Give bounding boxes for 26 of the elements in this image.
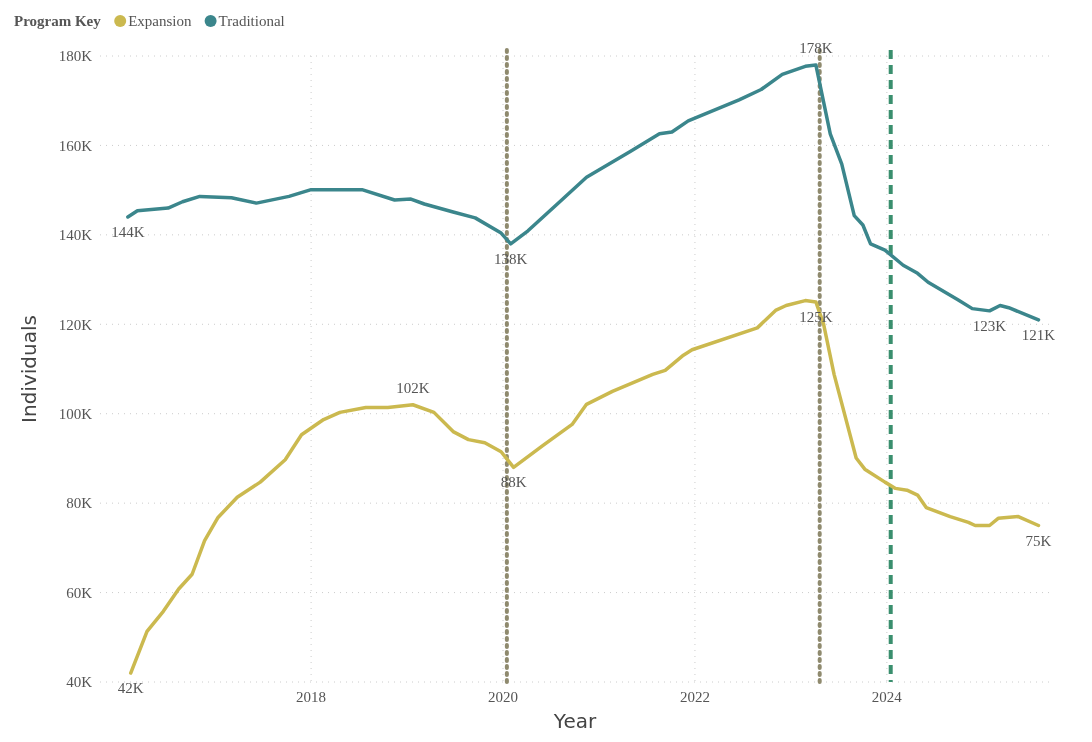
legend-label: Expansion [128,13,193,29]
data-label: 42K [117,680,144,697]
x-tick-label: 2022 [679,689,710,705]
y-tick-label: 160K [58,137,93,154]
x-axis-title: Year [552,709,597,733]
data-label: 144K [111,223,145,240]
x-tick-label: 2024 [871,689,903,705]
y-tick-label: 120K [58,316,93,333]
x-tick-label: 2018 [296,689,327,705]
data-label: 121K [1021,326,1056,343]
y-tick-label: 140K [58,227,93,244]
legend-title: Program Key [14,13,102,29]
y-tick-label: 180K [58,48,93,65]
x-tick-label: 2020 [488,689,519,705]
y-axis-title: Individuals [17,315,41,423]
legend-label: Traditional [218,13,285,29]
data-label: 178K [799,39,833,56]
y-tick-label: 40K [66,674,93,691]
data-label: 102K [396,379,430,396]
data-label: 88K [500,474,527,491]
data-label: 138K [494,250,528,267]
y-tick-label: 80K [66,495,93,512]
data-label: 123K [972,317,1007,334]
y-tick-label: 100K [58,405,93,422]
y-tick-label: 60K [66,584,93,601]
data-label: 75K [1025,532,1052,549]
